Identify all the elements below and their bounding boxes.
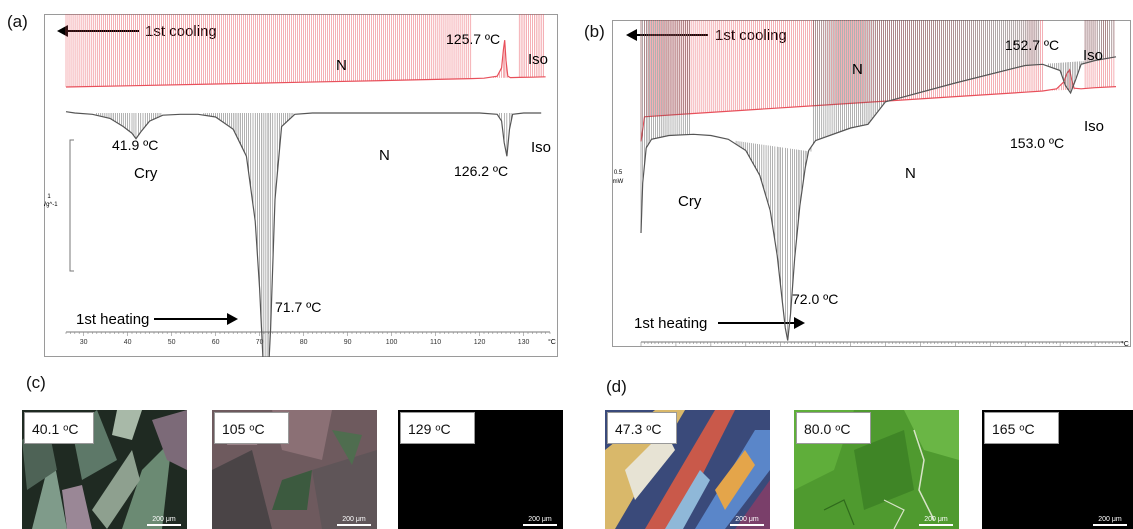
panel-label-d: (d): [606, 377, 627, 396]
ylabel-b-1: 0.5: [614, 170, 623, 176]
x-tick-label: 70: [256, 339, 264, 346]
x-tick-label: 110: [430, 339, 441, 346]
panel-label-a: (a): [7, 12, 28, 31]
heating-curve: [640, 56, 1117, 341]
phase-a-N-heat: N: [379, 147, 390, 164]
phase-b-Iso-cool: Iso: [1083, 47, 1103, 64]
dsc-chart-a: 1st cooling 1st heating 1 Wg^-1 30 40 50 60…: [44, 14, 558, 357]
x-unit-b: °C: [1121, 340, 1129, 347]
heating-curve: [65, 111, 542, 357]
cooling-label-a: 1st cooling: [145, 23, 217, 40]
x-unit-a: °C: [548, 338, 556, 346]
scale-bar-c1: 200 μm: [147, 516, 181, 526]
scale-bar-c3: 200 μm: [523, 516, 557, 526]
temp-label-c1: 40.1 ᵒC: [24, 412, 94, 444]
x-axis-a: 30 40 50 60 70 80 90 100 110 120 130: [65, 331, 551, 346]
x-tick-label: 50: [168, 339, 176, 346]
x-tick-label: 100: [386, 339, 398, 346]
phase-b-Cry: Cry: [678, 193, 702, 210]
micrograph-d2: 80.0 ᵒC 200 μm: [794, 410, 959, 529]
micrograph-c2: 105 ᵒC 200 μm: [212, 410, 377, 529]
x-tick-label: 90: [344, 339, 352, 346]
dsc-chart-b: 1st cooling 1st heating 0.5 mW 304050607…: [612, 20, 1131, 347]
cooling-label-b: 1st cooling: [715, 27, 787, 44]
ylabel-a-2: Wg^-1: [44, 202, 58, 208]
phase-a-N-cool: N: [336, 57, 347, 74]
x-axis-b: 30405060708090100110120130140150160: [640, 341, 1124, 346]
x-tick-label: 40: [124, 339, 132, 346]
x-tick-label: 130: [518, 339, 530, 346]
annotation-a-71: 71.7 ºC: [275, 299, 321, 315]
phase-b-Iso-heat: Iso: [1084, 118, 1104, 135]
annotation-b-cool: 152.7 ºC: [1005, 37, 1059, 53]
annotation-b-153: 153.0 ºC: [1010, 135, 1064, 151]
temp-label-d2: 80.0 ᵒC: [796, 412, 871, 444]
annotation-a-126: 126.2 ºC: [454, 163, 508, 179]
x-tick-label: 60: [212, 339, 220, 346]
temp-label-d3: 165 ᵒC: [984, 412, 1059, 444]
heating-label-b: 1st heating: [634, 315, 707, 332]
panel-label-c: (c): [26, 373, 46, 392]
scale-bar-d1: 200 μm: [730, 516, 764, 526]
scale-bar-c2: 200 μm: [337, 516, 371, 526]
texture-crystal: [22, 410, 187, 529]
heating-label-a: 1st heating: [76, 311, 149, 328]
temp-label-d1: 47.3 ᵒC: [607, 412, 677, 444]
micrograph-d1: 47.3 ᵒC 200 μm: [605, 410, 770, 529]
temp-label-c2: 105 ᵒC: [214, 412, 289, 444]
ylabel-b-2: mW: [613, 179, 624, 185]
temp-label-c3: 129 ᵒC: [400, 412, 475, 444]
scale-bar-d3: 200 μm: [1093, 516, 1127, 526]
x-tick-label: 120: [474, 339, 486, 346]
annotation-a-cool: 125.7 ºC: [446, 31, 500, 47]
phase-b-N-heat: N: [905, 165, 916, 182]
panel-label-b: (b): [584, 22, 605, 41]
phase-a-Iso-heat: Iso: [531, 139, 551, 156]
cooling-curve: [640, 68, 1117, 142]
micrograph-d3: 165 ᵒC 200 μm: [982, 410, 1133, 529]
annotation-a-41: 41.9 ºC: [112, 137, 158, 153]
micrograph-c1: 40.1 ᵒC 200 μm: [22, 410, 187, 529]
phase-a-Iso-cool: Iso: [528, 51, 548, 68]
micrograph-c3: 129 ᵒC 200 μm: [398, 410, 563, 529]
phase-b-N-cool: N: [852, 61, 863, 78]
series-group-a: [65, 14, 546, 357]
scale-bar-d2: 200 μm: [919, 516, 953, 526]
cooling-curve: [65, 40, 546, 88]
ylabel-a-1: 1: [47, 194, 51, 200]
series-group-b: [640, 20, 1117, 341]
x-tick-label: 80: [300, 339, 308, 346]
texture-nematic-green: [794, 410, 959, 529]
x-tick-label: 30: [80, 339, 88, 346]
peak-hatching: [640, 20, 1115, 341]
annotation-b-72: 72.0 ºC: [792, 291, 838, 307]
phase-a-Cry: Cry: [134, 165, 158, 182]
